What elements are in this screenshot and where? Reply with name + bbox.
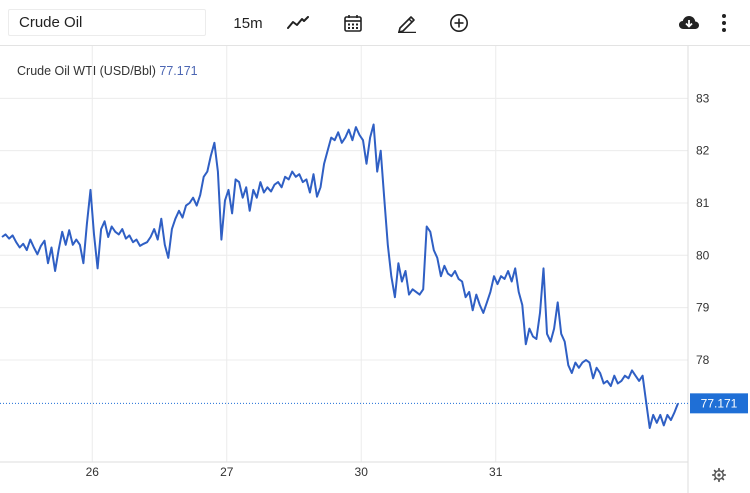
y-axis: 78 79 80 81 82 83	[687, 46, 710, 493]
y-tick-label: 83	[696, 91, 710, 105]
chart-title: Crude Oil WTI (USD/Bbl) 77.171	[17, 64, 198, 78]
series-group	[1, 123, 679, 429]
y-tick-label: 79	[696, 301, 710, 315]
chart-type-button[interactable]	[285, 11, 311, 35]
more-options-button[interactable]	[716, 11, 732, 35]
last-price-marker: 77.171	[0, 393, 748, 414]
x-tick-label: 26	[86, 465, 100, 479]
last-price-tag	[690, 393, 748, 414]
add-indicator-button[interactable]	[446, 11, 472, 35]
settings-icon[interactable]	[711, 467, 727, 483]
symbol-search-input[interactable]: Crude Oil	[8, 9, 206, 36]
interval-selector[interactable]: 15m	[233, 14, 263, 32]
calendar-button[interactable]	[340, 11, 366, 35]
download-cloud-icon	[679, 16, 699, 29]
y-tick-label: 78	[696, 353, 710, 367]
more-vertical-icon	[722, 14, 726, 32]
drawing-tools-button[interactable]	[394, 11, 420, 35]
chart-title-text: Crude Oil WTI (USD/Bbl)	[17, 64, 156, 78]
x-axis: 26 27 30 31	[0, 461, 688, 479]
last-price-label: 77.171	[701, 396, 738, 410]
y-tick-label: 80	[696, 248, 710, 262]
x-tick-label: 27	[220, 465, 234, 479]
y-tick-label: 81	[696, 196, 710, 210]
price-series-line	[1, 123, 679, 429]
calendar-icon	[344, 15, 362, 32]
chart-last-value: 77.171	[159, 64, 198, 78]
add-circle-icon	[450, 14, 468, 32]
line-chart-icon	[287, 16, 309, 29]
y-tick-label: 82	[696, 144, 710, 158]
pencil-icon	[398, 16, 416, 33]
chart-grid	[0, 46, 688, 462]
download-button[interactable]	[676, 11, 702, 35]
x-tick-label: 30	[355, 465, 369, 479]
x-tick-label: 31	[489, 465, 503, 479]
chart-toolbar: Crude Oil 15m	[0, 0, 750, 46]
